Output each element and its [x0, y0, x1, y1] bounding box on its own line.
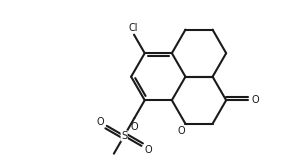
Text: O: O [145, 145, 152, 155]
Text: O: O [178, 126, 185, 136]
Text: O: O [96, 117, 104, 127]
Text: Cl: Cl [128, 23, 138, 34]
Text: O: O [252, 95, 259, 105]
Text: S: S [121, 131, 127, 141]
Text: O: O [131, 122, 138, 132]
